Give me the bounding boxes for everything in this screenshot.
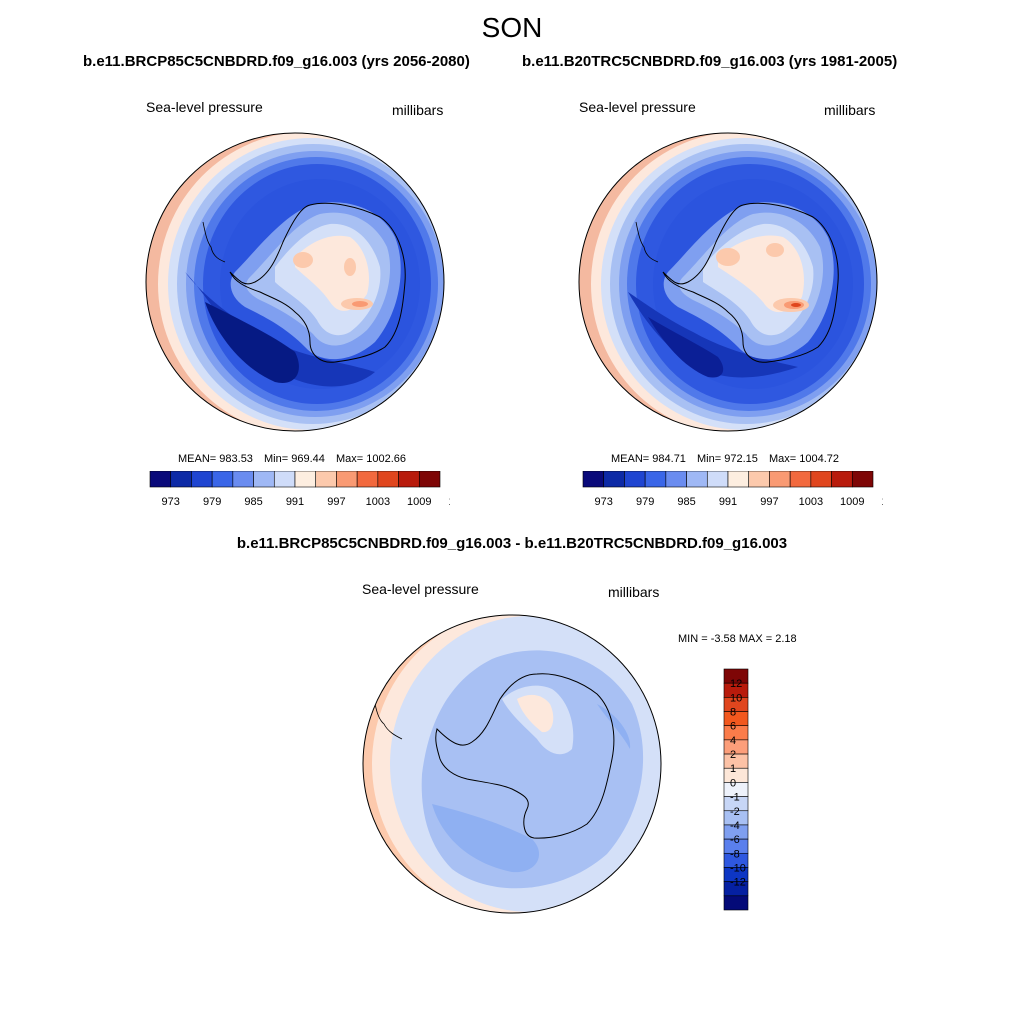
panel-1-case-title: b.e11.BRCP85C5CNBDRD.f09_g16.003 (yrs 20… (83, 53, 470, 70)
panel-1-colorbar-cell (191, 471, 213, 488)
panel-2-colorbar-cell (706, 471, 729, 488)
panel-1-colorbar-cell (211, 471, 234, 488)
panel-1-min-label: Min= (264, 453, 289, 465)
panel-1-polar-map (145, 132, 445, 432)
difference-colorbar-tick-label: -4 (730, 820, 740, 832)
difference-colorbar-tick-label: 0 (730, 777, 736, 789)
difference-colorbar-tick-label: -6 (730, 834, 740, 846)
difference-colorbar-cells (723, 668, 749, 911)
panel-2-max-value: 1004.72 (799, 453, 839, 465)
panel-2-colorbar-cell (686, 471, 708, 488)
panel-2-colorbar-cell (644, 471, 667, 488)
panel-2-colorbar-cell (810, 471, 832, 488)
panel-1-colorbar-cell (170, 471, 192, 488)
figure-title: SON (481, 12, 543, 43)
panel-2-colorbar-cell (789, 471, 812, 488)
difference-colorbar-tick-label: 10 (730, 692, 742, 704)
panel-1-min-value: 969.44 (291, 453, 325, 465)
panel-2-colorbar-cell (748, 471, 770, 488)
panel-2-units-label: millibars (824, 102, 876, 118)
panel-1-colorbar-cells (149, 471, 441, 488)
difference-colorbar-tick-label: 2 (730, 749, 736, 761)
difference-colorbar-tick-label: -2 (730, 806, 740, 818)
panel-1-colorbar-cell (356, 471, 379, 488)
difference-range: MIN = -3.58 MAX = 2.18 (678, 633, 797, 645)
difference-colorbar-cell (723, 895, 749, 911)
panel-1-colorbar-tick-label: 1015 (448, 496, 450, 508)
panel-1-colorbar-tick-label: 985 (244, 496, 262, 508)
panel-2-colorbar-tick-label: 1015 (881, 496, 883, 508)
difference-colorbar-tick-label: 4 (730, 735, 736, 747)
panel-2-colorbar-cell (769, 471, 791, 488)
panel-2-min-label: Min= (697, 453, 722, 465)
difference-polar-map (362, 614, 662, 914)
panel-2-mean-label: MEAN= (611, 453, 650, 465)
difference-colorbar-tick-label: 1 (730, 763, 736, 775)
panel-1-colorbar-cell (315, 471, 337, 488)
panel-2-colorbar-cell (624, 471, 646, 488)
panel-1-colorbar-tick-label: 997 (327, 496, 345, 508)
difference-min-text: MIN = -3.58 (678, 633, 736, 645)
panel-2-colorbar-cell (851, 471, 874, 488)
panel-2-colorbar-cells (582, 471, 874, 488)
difference-units-label: millibars (608, 584, 660, 600)
panel-2-variable-label: Sea-level pressure (579, 99, 696, 115)
panel-2-stats: MEAN= 984.71 Min= 972.15 Max= 1004.72 (611, 453, 839, 465)
panel-2-colorbar-tick-label: 991 (719, 496, 737, 508)
panel-1-colorbar-tick-label: 979 (203, 496, 221, 508)
panel-2-colorbar-ticks: 973 979 985 991 997 1003 1009 1015 (595, 496, 883, 508)
panel-2-colorbar-tick-label: 997 (760, 496, 778, 508)
difference-max-text: MAX = 2.18 (738, 633, 797, 645)
panel-2-colorbar-tick-label: 973 (595, 496, 613, 508)
panel-1-colorbar-cell (336, 471, 358, 488)
panel-2-colorbar-cell (727, 471, 750, 488)
panel-1-max-label: Max= (335, 453, 364, 465)
panel-2-min-value: 972.15 (724, 453, 758, 465)
panel-1-max-value: 1002.66 (366, 453, 406, 465)
difference-variable-label: Sea-level pressure (362, 581, 479, 597)
panel-1-mean-value: 983.53 (219, 453, 253, 465)
difference-colorbar-tick-label: 6 (730, 721, 736, 733)
difference-colorbar-tick-label: -8 (730, 848, 740, 860)
panel-1-colorbar-cell (253, 471, 275, 488)
panel-1-colorbar-cell (273, 471, 296, 488)
panel-1-colorbar: 973 979 985 991 997 1003 1009 1015 (149, 471, 450, 508)
panel-2-colorbar-tick-label: 1009 (840, 496, 864, 508)
panel-1-colorbar-cell (294, 471, 317, 488)
panel-2-colorbar-cell (603, 471, 625, 488)
difference-colorbar-tick-label: 12 (730, 678, 742, 690)
panel-1-colorbar-tick-label: 1003 (366, 496, 390, 508)
panel-1-colorbar-cell (398, 471, 420, 488)
panel-2-colorbar-tick-label: 1003 (799, 496, 823, 508)
panel-2-colorbar-tick-label: 979 (636, 496, 654, 508)
difference-colorbar-tick-label: 8 (730, 707, 736, 719)
panel-2-max-label: Max= (768, 453, 797, 465)
panel-2-colorbar-cell (582, 471, 605, 488)
panel-2-polar-map (578, 132, 878, 432)
difference-colorbar-tick-label: -12 (730, 877, 746, 889)
panel-1-colorbar-cell (149, 471, 172, 488)
difference-colorbar-tick-label: -10 (730, 862, 746, 874)
panel-2-colorbar: 973 979 985 991 997 1003 1009 1015 (582, 471, 883, 508)
panel-1-colorbar-tick-label: 1009 (407, 496, 431, 508)
panel-1-mean-label: MEAN= (178, 453, 217, 465)
difference-title: b.e11.BRCP85C5CNBDRD.f09_g16.003 - b.e11… (236, 535, 788, 552)
panel-1-variable-label: Sea-level pressure (146, 99, 263, 115)
panel-1-stats: MEAN= 983.53 Min= 969.44 Max= 1002.66 (178, 453, 406, 465)
panel-2-colorbar-tick-label: 985 (677, 496, 695, 508)
panel-1-units-label: millibars (392, 102, 444, 118)
panel-1-colorbar-cell (377, 471, 399, 488)
panel-1-colorbar-tick-label: 991 (286, 496, 304, 508)
panel-2-colorbar-cell (831, 471, 853, 488)
panel-1-colorbar-ticks: 973 979 985 991 997 1003 1009 1015 (162, 496, 450, 508)
panel-1-colorbar-cell (418, 471, 441, 488)
panel-2-colorbar-cell (665, 471, 687, 488)
panel-1-colorbar-cell (232, 471, 254, 488)
panel-1-colorbar-tick-label: 973 (162, 496, 180, 508)
difference-colorbar-tick-label: -1 (730, 792, 740, 804)
panel-2-case-title: b.e11.B20TRC5CNBDRD.f09_g16.003 (yrs 198… (522, 53, 898, 70)
panel-2-mean-value: 984.71 (652, 453, 686, 465)
